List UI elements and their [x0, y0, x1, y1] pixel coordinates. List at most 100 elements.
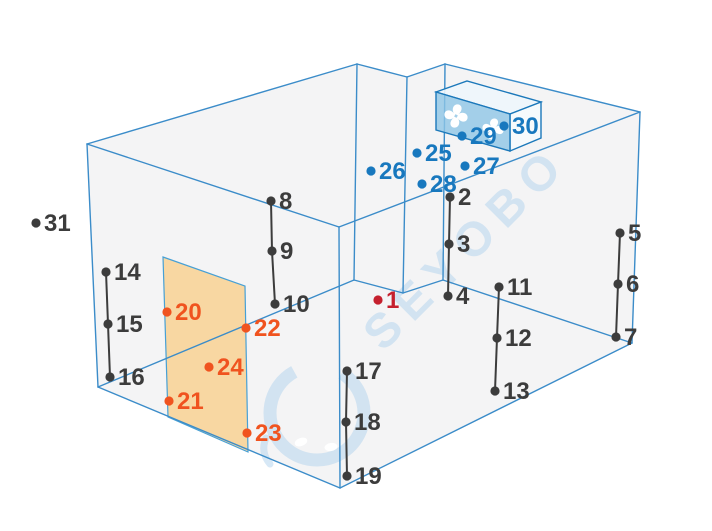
measurement-point-2: 2 [445, 184, 471, 211]
point-label: 22 [254, 315, 281, 342]
point-label: 24 [217, 354, 244, 381]
point-dot [241, 323, 251, 333]
point-label: 23 [255, 420, 282, 447]
point-label: 20 [175, 299, 202, 326]
point-label: 14 [114, 259, 141, 286]
point-dot [101, 267, 111, 277]
measurement-point-29: 29 [457, 123, 497, 150]
point-dot [613, 279, 623, 289]
point-dot [494, 282, 504, 292]
point-dot [270, 299, 280, 309]
point-dot [266, 196, 276, 206]
point-dot [492, 333, 502, 343]
point-dot [457, 131, 467, 141]
room-wireframe [86, 63, 641, 489]
point-label: 25 [425, 140, 452, 167]
room-edge-V-Dd [402, 279, 444, 294]
measurement-point-1: 1 [373, 287, 399, 314]
point-dot [341, 417, 351, 427]
point-dot [162, 307, 172, 317]
measurement-point-16: 16 [105, 364, 145, 391]
point-dot [499, 121, 509, 131]
door-panel [162, 256, 249, 453]
room-edge-Dd-J [442, 279, 633, 344]
point-dot [490, 386, 500, 396]
measurement-point-22: 22 [241, 315, 281, 342]
point-dot [267, 246, 277, 256]
point-dot [373, 295, 383, 305]
point-label: 26 [379, 158, 406, 185]
point-dot [445, 192, 455, 202]
measurement-point-21: 21 [164, 388, 204, 415]
point-label: 8 [279, 188, 292, 215]
ac-unit [433, 80, 544, 153]
point-dot [204, 362, 214, 372]
point-dot [444, 239, 454, 249]
measurement-point-28: 28 [417, 171, 457, 198]
room-edge-H-Bb [97, 279, 355, 388]
point-label: 3 [457, 231, 470, 258]
point-label: 29 [470, 123, 497, 150]
measurement-point-11: 11 [494, 274, 532, 301]
point-dot [460, 161, 470, 171]
point-label: 31 [44, 210, 71, 237]
measurement-point-20: 20 [162, 299, 202, 326]
point-label: 21 [177, 388, 204, 415]
point-label: 15 [116, 311, 143, 338]
room-edge-Bb-V [353, 279, 404, 294]
measurement-point-31: 31 [31, 210, 71, 237]
room-edge-B-C [356, 63, 408, 78]
measurement-point-3: 3 [444, 231, 470, 258]
point-dot [611, 332, 621, 342]
measurement-point-26: 26 [366, 158, 406, 185]
point-dot [164, 396, 174, 406]
point-label: 9 [280, 238, 293, 265]
point-label: 27 [473, 153, 500, 180]
point-label: 1 [386, 287, 399, 314]
measurement-point-30: 30 [499, 113, 539, 140]
point-label: 28 [430, 171, 457, 198]
point-dot [342, 471, 352, 481]
point-label: 10 [283, 291, 310, 318]
measurement-point-18: 18 [341, 409, 381, 436]
room-edge-H-I [97, 386, 341, 489]
point-label: 4 [456, 283, 470, 310]
point-dot [31, 218, 41, 228]
point-label: 11 [507, 274, 532, 301]
point-label: 30 [512, 113, 539, 140]
watermark-logo [260, 359, 371, 468]
room-edge-I-J [339, 342, 633, 489]
measurement-point-8: 8 [266, 188, 292, 215]
measurement-point-6: 6 [613, 271, 639, 298]
room-edge-B-Bb [353, 63, 358, 281]
measurement-point-19: 19 [342, 463, 382, 490]
room-edge-C-D [406, 63, 446, 78]
room-edge-A-B [86, 63, 358, 145]
room-edge-E-J [631, 111, 641, 344]
measurement-point-24: 24 [204, 354, 244, 381]
point-label: 2 [458, 184, 471, 211]
point-label: 13 [503, 378, 530, 405]
measurement-point-9: 9 [267, 238, 293, 265]
measurement-point-5: 5 [615, 220, 641, 247]
fan-icon [482, 118, 504, 140]
point-dot [615, 228, 625, 238]
measurement-point-15: 15 [103, 311, 143, 338]
point-dot [366, 166, 376, 176]
point-dot [103, 319, 113, 329]
room-edge-F-E [338, 111, 641, 228]
point-dot [342, 366, 352, 376]
room-edge-A-H [86, 143, 99, 388]
room-edge-C-V [402, 76, 408, 294]
measurement-point-27: 27 [460, 153, 500, 180]
point-label: 7 [624, 324, 637, 351]
point-dot [443, 291, 453, 301]
point-dot [105, 372, 115, 382]
point-label: 16 [118, 364, 145, 391]
measurement-point-10: 10 [270, 291, 310, 318]
room-edge-A-F [86, 143, 340, 228]
point-dot [412, 148, 422, 158]
